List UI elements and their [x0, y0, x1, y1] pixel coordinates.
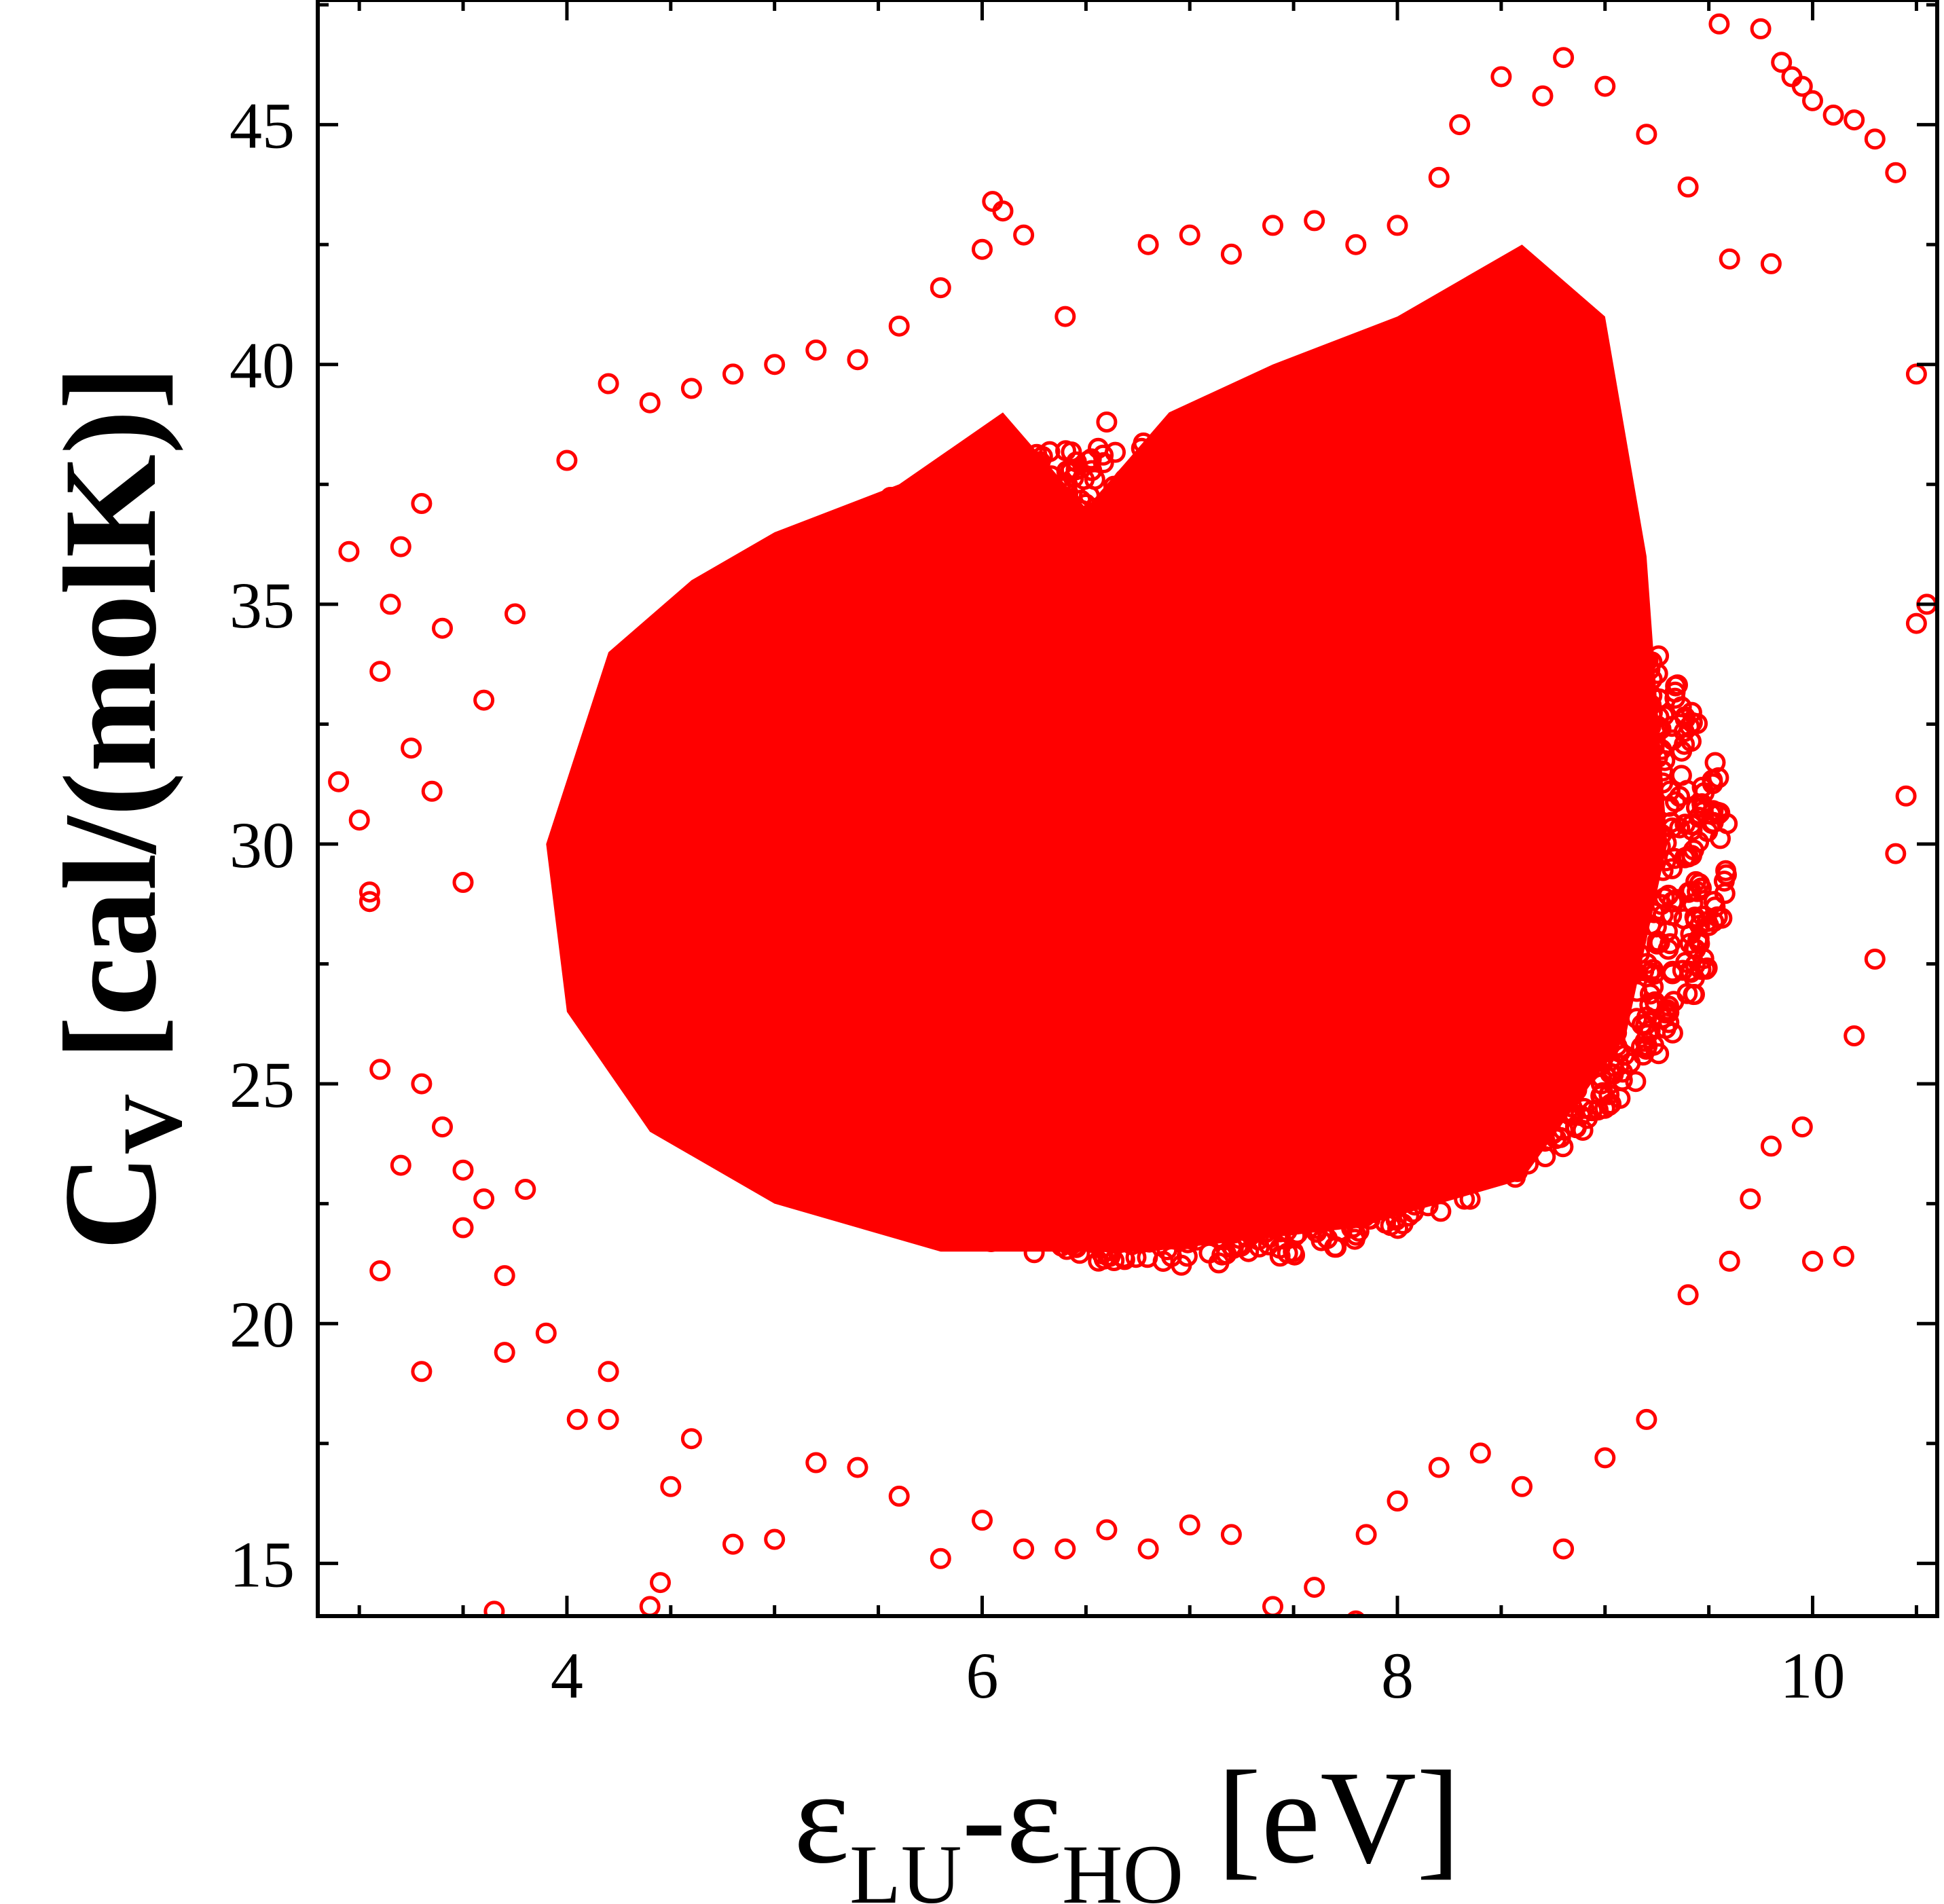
cloud-point [1602, 1063, 1624, 1085]
cloud-point [1658, 1002, 1680, 1023]
cloud-point [1688, 928, 1710, 949]
cloud-point [1657, 884, 1679, 906]
cloud-point [1081, 460, 1103, 481]
cloud-point [1681, 845, 1702, 866]
cloud-point [1609, 1088, 1631, 1109]
cloud-point [1708, 803, 1729, 825]
cloud-point [1683, 984, 1704, 1006]
cloud-point [1690, 877, 1712, 899]
cloud-point [1670, 765, 1692, 786]
cloud-point [1103, 1250, 1125, 1271]
cloud-point [1662, 1022, 1683, 1044]
cloud-point [1572, 1120, 1594, 1141]
cloud-point [1681, 881, 1702, 902]
cloud-point [1325, 1237, 1347, 1258]
cloud-point [1588, 1099, 1609, 1121]
dense-data-cloud [546, 244, 1738, 1276]
cloud-point [1702, 769, 1723, 791]
cloud-point [1084, 469, 1105, 490]
cloud-point [1716, 864, 1737, 885]
cloud-point [1662, 963, 1683, 985]
cloud-point [1706, 906, 1728, 928]
cloud-point [1632, 1044, 1654, 1066]
cloud-point [1673, 908, 1695, 930]
cloud-point [1665, 791, 1686, 813]
cloud-point [1344, 1228, 1365, 1250]
cloud-point [1664, 687, 1686, 709]
cloud-point [1639, 983, 1661, 1005]
cloud-point [1639, 1020, 1661, 1042]
cloud-point [1674, 708, 1696, 729]
cloud-point [1667, 674, 1688, 696]
cloud-point [1669, 786, 1691, 807]
cloud-point [1672, 959, 1693, 981]
cloud-point [1691, 793, 1712, 815]
cloud-point [1659, 933, 1681, 955]
cloud-point [1208, 1252, 1230, 1274]
cloud-point [1060, 459, 1082, 481]
cloud-point [1105, 441, 1126, 463]
cloud-point [1662, 858, 1683, 879]
